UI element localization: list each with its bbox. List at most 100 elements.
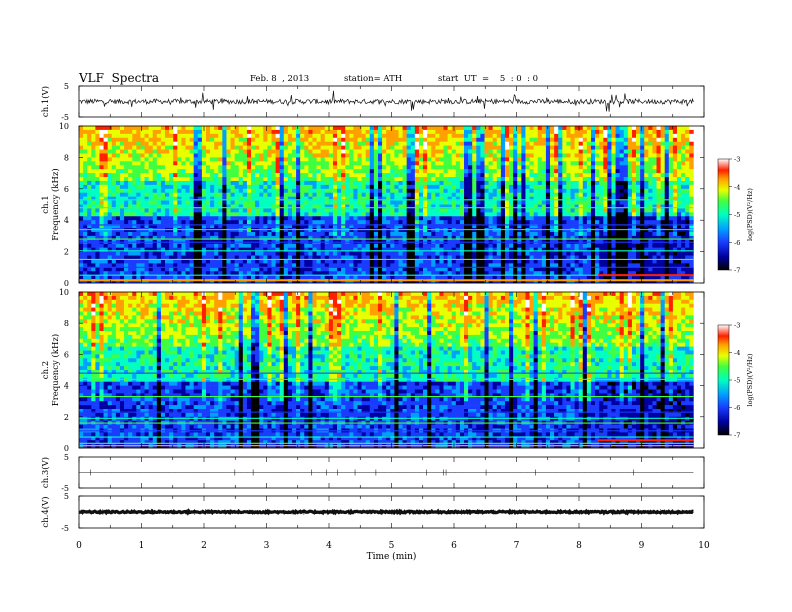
spectrogram-cell bbox=[308, 145, 313, 150]
spectrogram-cell bbox=[316, 192, 321, 197]
spectrogram-cell bbox=[287, 192, 293, 197]
spectrogram-cell bbox=[586, 169, 592, 174]
spectrogram-cell bbox=[423, 133, 428, 139]
spectrogram-cell bbox=[484, 247, 489, 252]
spectrogram-cell bbox=[627, 180, 633, 186]
spectrogram-cell bbox=[414, 145, 420, 150]
spectrogram-cell bbox=[496, 145, 502, 150]
spectrogram-cell bbox=[545, 161, 551, 166]
spectrogram-cell bbox=[259, 216, 264, 221]
spectrogram-cell bbox=[562, 137, 567, 142]
spectrogram-cell bbox=[631, 192, 637, 197]
spectrogram-cell bbox=[648, 251, 653, 256]
spectrogram-cell bbox=[439, 184, 444, 190]
spectrogram-cell bbox=[287, 129, 293, 135]
spectrogram-cell bbox=[140, 243, 145, 248]
spectrogram-cell bbox=[525, 247, 530, 252]
spectrogram-cell bbox=[414, 161, 420, 166]
spectrogram-cell bbox=[160, 161, 166, 166]
spectrogram-cell bbox=[169, 153, 174, 158]
spectrogram-cell bbox=[107, 141, 113, 146]
spectrogram-cell bbox=[291, 251, 297, 256]
spectrogram-cell bbox=[99, 149, 104, 154]
spectrogram-cell bbox=[390, 153, 395, 158]
spectrogram-cell bbox=[91, 200, 96, 205]
spectrogram-cell bbox=[681, 235, 686, 241]
spectrogram-cell bbox=[550, 235, 555, 241]
spectrogram-cell bbox=[365, 145, 371, 150]
spectrogram-cell bbox=[615, 165, 620, 170]
spectrogram-cell bbox=[83, 173, 88, 178]
spectrogram-cell bbox=[648, 126, 653, 131]
spectrogram-cell bbox=[578, 212, 584, 217]
spectrogram-cell bbox=[382, 196, 387, 201]
spectrogram-cell bbox=[554, 137, 559, 142]
spectrogram-cell bbox=[259, 153, 264, 158]
spectrogram-cell bbox=[218, 247, 223, 252]
spectrogram-cell bbox=[103, 133, 108, 139]
spectrogram-cell bbox=[87, 188, 92, 194]
spectrogram-cell bbox=[304, 153, 309, 158]
spectrogram-cell bbox=[115, 145, 121, 150]
spectrogram-cell bbox=[283, 169, 289, 174]
spectrogram-cell bbox=[672, 204, 678, 209]
spectrogram-cell bbox=[283, 129, 289, 135]
spectrogram-cell bbox=[226, 204, 231, 209]
spectrogram-cell bbox=[152, 137, 158, 142]
spectrogram-cell bbox=[431, 208, 436, 213]
spectrogram-cell bbox=[369, 180, 375, 186]
spectrogram-cell bbox=[398, 165, 403, 170]
spectrogram-cell bbox=[447, 204, 453, 209]
spectrogram-cell bbox=[279, 212, 285, 217]
spectrogram-cell bbox=[173, 145, 178, 150]
spectrogram-cell bbox=[517, 247, 522, 252]
spectrogram-cell bbox=[177, 177, 182, 182]
spectrogram-cell bbox=[140, 231, 145, 237]
spectrogram-cell bbox=[353, 126, 358, 131]
spectrogram-cell bbox=[267, 192, 272, 197]
spectrogram-cell bbox=[582, 165, 588, 170]
spectrogram-cell bbox=[582, 196, 588, 201]
spectrogram-cell bbox=[664, 200, 670, 205]
spectrogram-cell bbox=[451, 180, 457, 186]
spectrogram-cell bbox=[566, 204, 571, 209]
spectrogram-cell bbox=[181, 161, 186, 166]
spectrogram-cell bbox=[636, 165, 641, 170]
spectrogram-cell bbox=[500, 173, 506, 178]
spectrogram-cell bbox=[410, 141, 416, 146]
spectrogram-cell bbox=[173, 137, 178, 142]
spectrogram-cell bbox=[578, 235, 584, 241]
spectrogram-cell bbox=[676, 165, 682, 170]
spectrogram-cell bbox=[554, 165, 559, 170]
spectrogram-cell bbox=[214, 204, 219, 209]
spectrogram-cell bbox=[95, 180, 100, 186]
spectrogram-cell bbox=[316, 157, 321, 162]
spectrogram-cell bbox=[271, 129, 276, 135]
spectrogram-cell bbox=[476, 157, 481, 162]
spectrogram-cell bbox=[382, 161, 387, 166]
spectrogram-cell bbox=[496, 220, 502, 225]
spectrogram-cell bbox=[283, 188, 289, 194]
spectrogram-cell bbox=[132, 169, 137, 174]
spectrogram-cell bbox=[165, 177, 170, 182]
spectrogram-cell bbox=[111, 145, 117, 150]
spectrogram-cell bbox=[554, 247, 559, 252]
spectrogram-cell bbox=[590, 200, 596, 205]
spectrogram-cell bbox=[279, 196, 285, 201]
spectrogram-cell bbox=[689, 231, 694, 237]
spectrogram-cell bbox=[476, 235, 481, 241]
spectrogram-cell bbox=[304, 188, 309, 194]
spectrogram-cell bbox=[300, 212, 305, 217]
spectrogram-cell bbox=[644, 157, 649, 162]
spectrogram-cell bbox=[492, 220, 498, 225]
spectrogram-cell bbox=[513, 165, 518, 170]
spectrogram-cell bbox=[423, 235, 428, 241]
spectrogram-cell bbox=[148, 133, 154, 139]
spectrogram-cell bbox=[337, 157, 342, 162]
spectrogram-cell bbox=[251, 216, 256, 221]
spectrogram-cell bbox=[337, 177, 342, 182]
spectrogram-cell bbox=[111, 204, 117, 209]
spectrogram-cell bbox=[83, 251, 88, 256]
spectrogram-cell bbox=[177, 235, 182, 241]
spectrogram-cell bbox=[488, 235, 493, 241]
